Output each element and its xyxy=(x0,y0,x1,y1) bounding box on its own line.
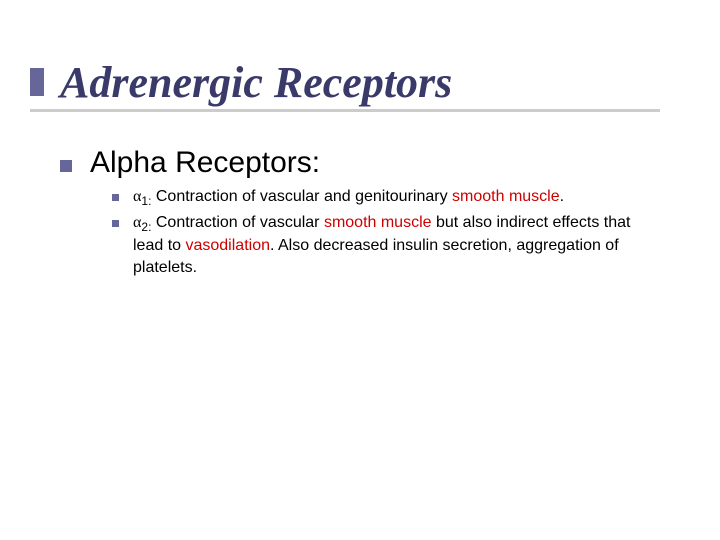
item-text: Contraction of vascular and genitourinar… xyxy=(156,188,452,205)
alpha-subscript: 1: xyxy=(141,194,151,208)
slide-title: Adrenergic Receptors xyxy=(60,60,680,106)
alpha-subscript: 2: xyxy=(141,220,151,234)
square-bullet-icon xyxy=(112,194,119,201)
square-bullet-icon xyxy=(60,160,72,172)
item-text: . xyxy=(560,188,564,205)
title-underline xyxy=(30,109,660,112)
title-block: Adrenergic Receptors xyxy=(60,60,680,106)
title-accent-bar xyxy=(30,68,44,96)
list-item: α1: Contraction of vascular and genitour… xyxy=(112,186,680,209)
highlight-text: vasodilation xyxy=(185,237,270,254)
square-bullet-icon xyxy=(112,220,119,227)
item-text: Contraction of vascular xyxy=(156,214,324,231)
bullet-level1: Alpha Receptors: xyxy=(60,146,680,180)
highlight-text: smooth muscle xyxy=(452,188,560,205)
list-item-body: α1: Contraction of vascular and genitour… xyxy=(133,186,564,209)
list-item-body: α2: Contraction of vascular smooth muscl… xyxy=(133,212,663,279)
list-item: α2: Contraction of vascular smooth muscl… xyxy=(112,212,680,279)
level1-text: Alpha Receptors: xyxy=(90,146,320,180)
highlight-text: smooth muscle xyxy=(324,214,432,231)
slide: Adrenergic Receptors Alpha Receptors: α1… xyxy=(0,0,720,540)
bullet-level2-list: α1: Contraction of vascular and genitour… xyxy=(112,186,680,278)
